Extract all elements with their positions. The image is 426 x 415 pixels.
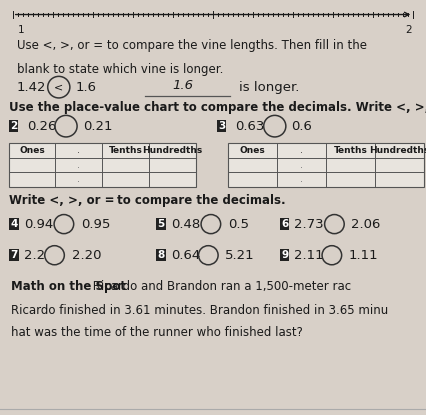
Text: .: . xyxy=(77,160,81,170)
Text: Tenths: Tenths xyxy=(109,146,143,155)
Text: 4: 4 xyxy=(10,219,18,229)
Bar xyxy=(9,143,196,187)
Text: Hundredths: Hundredths xyxy=(369,146,426,155)
Text: 0.64: 0.64 xyxy=(171,249,200,262)
FancyBboxPatch shape xyxy=(9,120,18,132)
Text: 0.48: 0.48 xyxy=(171,217,200,231)
Text: 0.94: 0.94 xyxy=(24,217,53,231)
Text: 3: 3 xyxy=(218,121,225,131)
Text: 0.21: 0.21 xyxy=(83,120,112,133)
Text: 2: 2 xyxy=(406,25,412,35)
Text: Ones: Ones xyxy=(19,146,45,155)
FancyBboxPatch shape xyxy=(9,249,19,261)
Text: to compare the decimals.: to compare the decimals. xyxy=(113,193,285,207)
FancyBboxPatch shape xyxy=(156,249,166,261)
FancyBboxPatch shape xyxy=(280,218,289,230)
Bar xyxy=(228,143,424,187)
Text: 1.6: 1.6 xyxy=(76,81,97,94)
Text: 9: 9 xyxy=(281,250,288,260)
Text: 1.6: 1.6 xyxy=(173,79,194,93)
Text: 0.6: 0.6 xyxy=(291,120,312,133)
Text: Use <, >, or = to compare the vine lengths. Then fill in the: Use <, >, or = to compare the vine lengt… xyxy=(17,39,367,52)
Text: .: . xyxy=(300,146,303,155)
Text: is longer.: is longer. xyxy=(239,81,299,94)
Text: 2.73: 2.73 xyxy=(294,217,324,231)
Text: .: . xyxy=(300,160,303,170)
Text: .: . xyxy=(77,174,81,185)
Text: 2.11: 2.11 xyxy=(294,249,324,262)
Text: 2.06: 2.06 xyxy=(351,217,381,231)
Text: 2.20: 2.20 xyxy=(72,249,101,262)
Text: 5.21: 5.21 xyxy=(225,249,255,262)
Text: 0.63: 0.63 xyxy=(235,120,265,133)
Text: Math on the Spot: Math on the Spot xyxy=(11,280,126,293)
FancyBboxPatch shape xyxy=(280,249,289,261)
Text: Ricardo and Brandon ran a 1,500-meter rac: Ricardo and Brandon ran a 1,500-meter ra… xyxy=(89,280,351,293)
Text: Ricardo finished in 3.61 minutes. Brandon finished in 3.65 minu: Ricardo finished in 3.61 minutes. Brando… xyxy=(11,304,388,317)
Text: 0.95: 0.95 xyxy=(81,217,110,231)
Text: 2.2: 2.2 xyxy=(24,249,45,262)
Text: Tenths: Tenths xyxy=(334,146,367,155)
FancyBboxPatch shape xyxy=(156,218,166,230)
Text: 7: 7 xyxy=(10,250,18,260)
FancyBboxPatch shape xyxy=(217,120,226,132)
Text: .: . xyxy=(300,174,303,185)
Text: blank to state which vine is longer.: blank to state which vine is longer. xyxy=(17,63,223,76)
Text: 1.42: 1.42 xyxy=(17,81,46,94)
Text: 8: 8 xyxy=(157,250,165,260)
Text: .: . xyxy=(78,146,80,155)
Text: <: < xyxy=(54,82,63,92)
Text: Ones: Ones xyxy=(239,146,265,155)
Text: 6: 6 xyxy=(281,219,288,229)
Text: 0.26: 0.26 xyxy=(27,120,56,133)
Text: Hundredths: Hundredths xyxy=(142,146,203,155)
Text: 0.5: 0.5 xyxy=(228,217,249,231)
Text: 1: 1 xyxy=(18,25,25,35)
FancyBboxPatch shape xyxy=(9,218,19,230)
Text: Use the place-value chart to compare the decimals. Write <, >, or =.: Use the place-value chart to compare the… xyxy=(9,101,426,115)
Text: hat was the time of the runner who finished last?: hat was the time of the runner who finis… xyxy=(11,325,302,339)
Text: Write <, >, or =: Write <, >, or = xyxy=(9,193,114,207)
Text: 1.11: 1.11 xyxy=(349,249,379,262)
Text: 2: 2 xyxy=(10,121,17,131)
Text: 5: 5 xyxy=(157,219,165,229)
